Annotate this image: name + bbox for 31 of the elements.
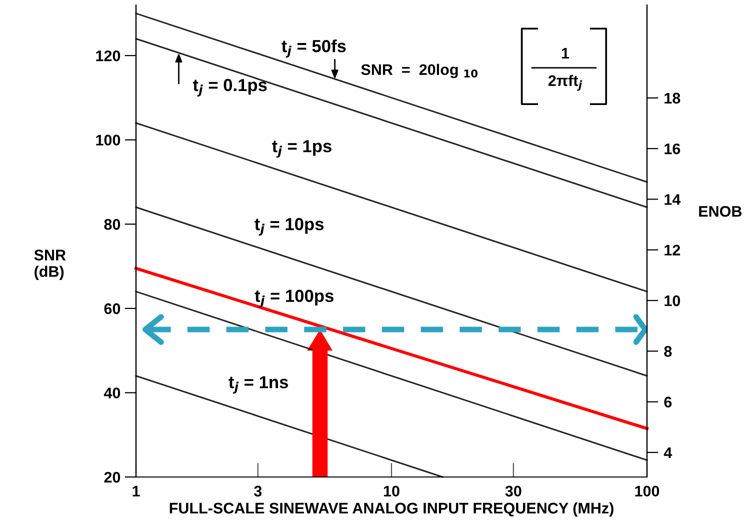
y-axis-title: SNR (dB) [34,250,66,280]
y2-tick-label: 8 [664,346,672,357]
y-tick-label: 100 [96,134,120,146]
y2-tick-label: 16 [664,143,680,154]
x-axis-title: FULL-SCALE SINEWAVE ANALOG INPUT FREQUENCY (MHz) [170,502,614,517]
x-tick-label: 1 [132,486,140,496]
y-tick-label: 80 [104,219,120,230]
y2-tick-label: 10 [664,295,680,306]
annotation: t$_{j}$ = 50fs [282,40,346,58]
y2-axis-title: ENOB [699,206,742,217]
x-tick-label: 3 [254,486,262,497]
y2-tick-label: 12 [664,244,680,256]
annotation: t$_{j}$ = 1ps [272,140,332,158]
annotation: t$_{j}$ = 10ps [254,218,324,236]
y-tick-label: 60 [104,303,120,314]
y2-tick-label: 6 [664,396,672,408]
annotation: t$_{j}$ = 0.1ps [192,78,267,97]
y2-tick-label: 4 [664,447,672,458]
y-tick-label: 20 [104,472,120,483]
x-tick-label: 30 [505,486,522,497]
y-tick-label: 120 [96,50,120,62]
y-tick-label: 40 [104,388,120,398]
annotation: 2πft$_{j}$ [548,74,582,91]
y2-tick-label: 14 [664,194,681,205]
annotation: t$_{j}$ = 1ns [228,376,288,394]
x-tick-label: 10 [384,486,400,497]
x-tick-label: 100 [635,486,660,497]
y2-tick-label: 18 [664,92,680,104]
annotation: t$_{j}$ = 100ps [254,290,334,308]
annotation: 1 [562,48,570,59]
annotation: SNR = 20log $_{10}$ [361,64,478,78]
